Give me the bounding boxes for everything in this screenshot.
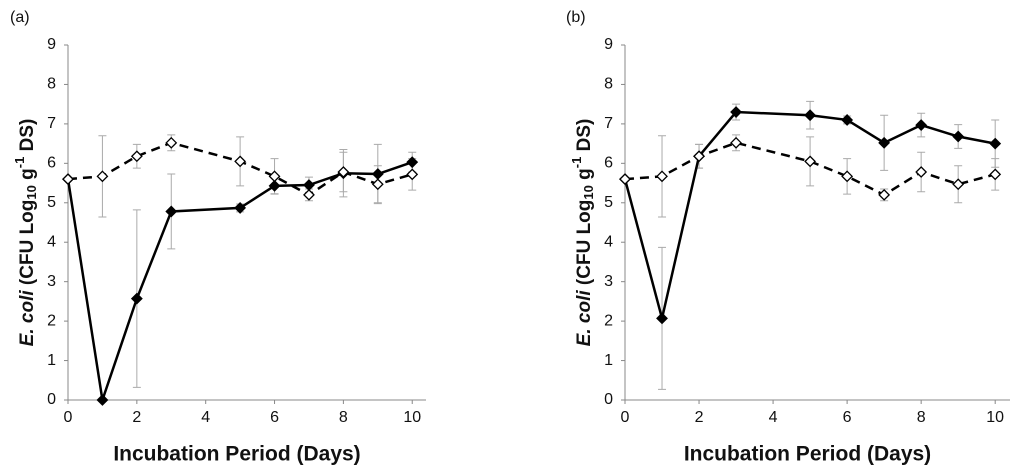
- data-point: [62, 173, 74, 186]
- data-point: [952, 130, 965, 143]
- data-point: [268, 170, 281, 183]
- data-point: [656, 312, 668, 325]
- data-point: [96, 170, 109, 183]
- y-axis-label-part: DS): [17, 119, 38, 157]
- x-tick-label: 10: [403, 409, 421, 426]
- y-tick-label: 0: [47, 391, 56, 408]
- y-axis-label: E. coli (CFU Log10 g-1 DS): [12, 119, 39, 347]
- data-point: [730, 136, 742, 149]
- y-tick-label: 9: [47, 36, 56, 53]
- data-point: [165, 136, 178, 149]
- x-tick-label: 4: [201, 409, 210, 426]
- y-tick-label: 8: [47, 76, 56, 93]
- x-tick-label: 2: [695, 409, 704, 426]
- data-point: [656, 170, 668, 183]
- y-tick-label: 7: [47, 115, 56, 132]
- y-tick-label: 0: [604, 391, 613, 408]
- series-line: [67, 141, 413, 197]
- data-point: [234, 201, 247, 214]
- y-axis-label-part: (CFU Log: [17, 200, 38, 291]
- y-tick-label: 9: [604, 36, 613, 53]
- x-tick-label: 6: [270, 409, 279, 426]
- data-point: [804, 155, 817, 168]
- x-axis-label: Incubation Period (Days): [684, 443, 931, 466]
- data-point: [371, 168, 384, 180]
- data-point: [730, 106, 742, 118]
- y-tick-label: 3: [47, 273, 56, 290]
- y-tick-label: 8: [604, 76, 613, 93]
- y-tick-label: 2: [47, 312, 56, 329]
- panel-label: (a): [10, 9, 30, 26]
- data-point: [989, 137, 1002, 150]
- data-point: [878, 136, 891, 149]
- data-point: [619, 173, 631, 186]
- x-tick-label: 8: [339, 409, 348, 426]
- data-point: [915, 119, 928, 131]
- y-tick-label: 1: [47, 352, 56, 369]
- data-point: [841, 170, 854, 183]
- x-axis-label: Incubation Period (Days): [113, 443, 360, 466]
- y-tick-label: 3: [604, 273, 613, 290]
- y-tick-label: 4: [47, 233, 56, 250]
- x-tick-label: 8: [917, 409, 926, 426]
- data-point: [337, 166, 350, 178]
- data-point: [406, 156, 419, 169]
- y-tick-label: 5: [47, 194, 56, 211]
- y-axis-label-part: 10: [581, 185, 596, 199]
- y-tick-label: 5: [604, 194, 613, 211]
- data-point: [165, 205, 178, 218]
- y-tick-label: 7: [604, 115, 613, 132]
- y-tick-label: 6: [47, 155, 56, 172]
- data-point: [915, 166, 928, 178]
- data-point: [989, 168, 1002, 181]
- data-point: [130, 150, 143, 163]
- data-point: [952, 178, 965, 191]
- y-tick-label: 1: [604, 352, 613, 369]
- series-line: [66, 160, 413, 401]
- x-tick-label: 6: [843, 409, 852, 426]
- x-tick-label: 0: [64, 409, 73, 426]
- y-tick-label: 4: [604, 233, 613, 250]
- y-axis-label-part: 10: [24, 185, 39, 199]
- panel-label: (b): [566, 9, 586, 26]
- y-axis-label-part: -1: [12, 157, 27, 169]
- data-point: [693, 150, 705, 163]
- y-axis-label-part: E. coli: [17, 290, 38, 347]
- data-point: [841, 114, 854, 126]
- data-point: [371, 178, 384, 191]
- data-point: [303, 188, 315, 201]
- y-tick-label: 6: [604, 155, 613, 172]
- y-axis-label-part: DS): [574, 119, 595, 157]
- y-axis-label: E. coli (CFU Log10 g-1 DS): [569, 119, 596, 347]
- y-axis-label-part: g: [17, 168, 38, 185]
- data-point: [234, 155, 247, 168]
- series-line: [623, 110, 996, 319]
- y-axis-label-part: g: [574, 168, 595, 185]
- x-tick-label: 2: [132, 409, 141, 426]
- y-axis-label-part: -1: [569, 157, 584, 169]
- x-tick-label: 0: [621, 409, 630, 426]
- x-tick-label: 10: [986, 409, 1004, 426]
- data-point: [96, 394, 109, 406]
- data-point: [406, 168, 419, 181]
- y-tick-label: 2: [604, 312, 613, 329]
- y-axis-label-part: E. coli: [574, 290, 595, 347]
- data-point: [130, 292, 143, 305]
- x-tick-label: 4: [769, 409, 778, 426]
- y-axis-label-part: (CFU Log: [574, 200, 595, 291]
- data-point: [878, 188, 891, 201]
- data-point: [804, 109, 817, 122]
- data-point: [268, 179, 281, 192]
- series-line: [624, 141, 996, 197]
